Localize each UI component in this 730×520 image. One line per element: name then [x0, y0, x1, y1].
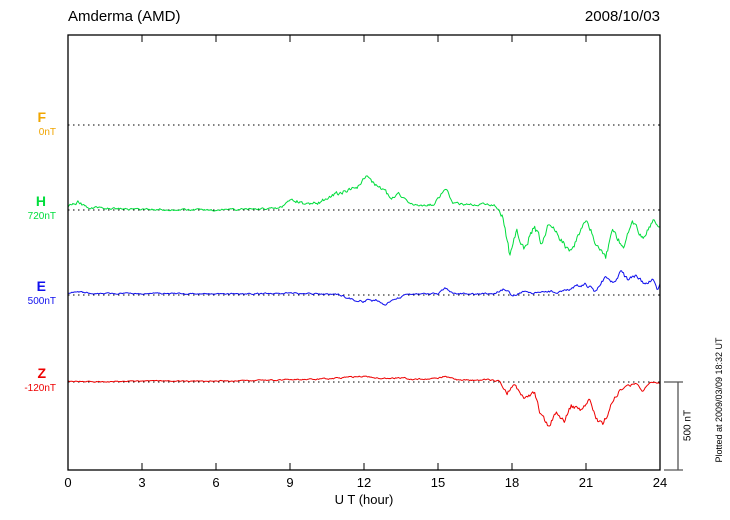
- series-baseline-f: 0nT: [38, 127, 56, 138]
- series-baseline-e: 500nT: [27, 296, 56, 307]
- trace-E: [67, 270, 661, 306]
- station-title: Amderma (AMD): [68, 8, 181, 25]
- x-tick-label: 18: [505, 475, 519, 490]
- scalebar-label: 500 nT: [682, 409, 694, 442]
- series-label-h: H: [35, 193, 46, 209]
- series-baseline-h: 720nT: [27, 211, 56, 222]
- x-tick-label: 6: [212, 475, 219, 490]
- series-label-e: E: [36, 278, 46, 294]
- x-tick-label: 15: [431, 475, 445, 490]
- trace-Z: [67, 375, 661, 427]
- x-tick-label: 12: [357, 475, 371, 490]
- x-tick-label: 3: [138, 475, 145, 490]
- date-label: 2008/10/03: [584, 8, 660, 25]
- trace-H: [67, 175, 661, 259]
- x-tick-label: 21: [579, 475, 593, 490]
- x-tick-label: 24: [653, 475, 667, 490]
- x-tick-label: 9: [286, 475, 293, 490]
- plotted-at-label: Plotted at 2009/03/09 18:32 UT: [714, 337, 724, 463]
- x-axis-label: U T (hour): [334, 492, 394, 507]
- series-label-f: F: [37, 109, 46, 125]
- series-baseline-z: -120nT: [24, 383, 56, 394]
- series-label-z: Z: [37, 365, 46, 381]
- x-tick-label: 0: [64, 475, 71, 490]
